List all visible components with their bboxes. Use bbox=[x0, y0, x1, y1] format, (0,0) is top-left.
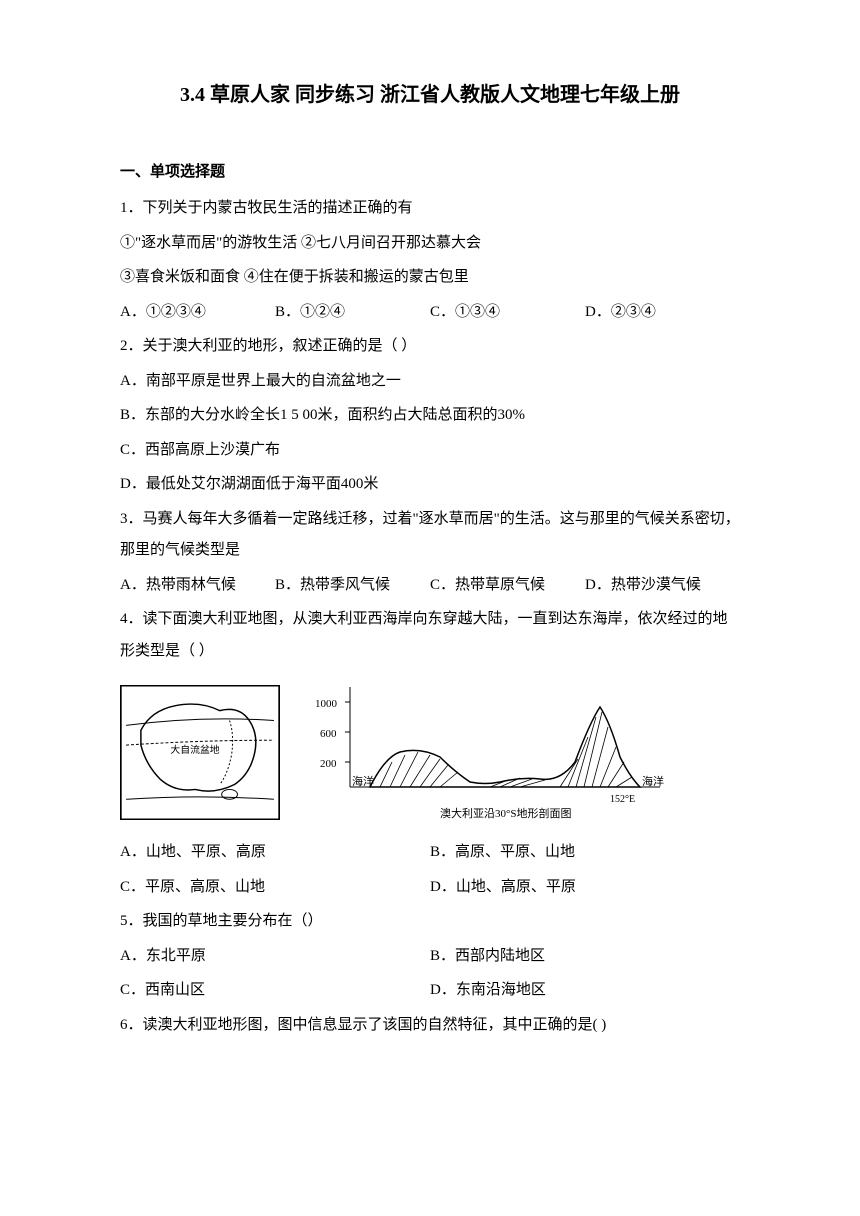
map-label: 大自流盆地 bbox=[170, 742, 219, 755]
ytick-600: 600 bbox=[320, 728, 337, 740]
q5-options-row2: C．西南山区 D．东南沿海地区 bbox=[120, 975, 740, 1007]
longitude-label: 152°E bbox=[610, 794, 635, 805]
ytick-1000: 1000 bbox=[315, 698, 338, 710]
q4-optD: D．山地、高原、平原 bbox=[430, 872, 740, 904]
q4-optB: B．高原、平原、山地 bbox=[430, 837, 740, 869]
q1-options: A．①②③④ B．①②④ C．①③④ D．②③④ bbox=[120, 297, 740, 329]
q3-optA: A．热带雨林气候 bbox=[120, 570, 275, 602]
q1-optA: A．①②③④ bbox=[120, 297, 275, 329]
q2-optD: D．最低处艾尔湖湖面低于海平面400米 bbox=[120, 469, 740, 501]
q3-optC: C．热带草原气候 bbox=[430, 570, 585, 602]
ytick-200: 200 bbox=[320, 758, 337, 770]
q1-optC: C．①③④ bbox=[430, 297, 585, 329]
q2-optC: C．西部高原上沙漠广布 bbox=[120, 435, 740, 467]
q1-line2: ①"逐水草而居"的游牧生活 ②七八月间召开那达慕大会 bbox=[120, 228, 740, 260]
q2-optB: B．东部的大分水岭全长1 5 00米，面积约占大陆总面积的30% bbox=[120, 400, 740, 432]
q2-optA: A．南部平原是世界上最大的自流盆地之一 bbox=[120, 366, 740, 398]
q6-stem: 6．读澳大利亚地形图，图中信息显示了该国的自然特征，其中正确的是( ) bbox=[120, 1010, 740, 1042]
q5-optD: D．东南沿海地区 bbox=[430, 975, 740, 1007]
q1-stem: 1．下列关于内蒙古牧民生活的描述正确的有 bbox=[120, 193, 740, 225]
elevation-profile-chart: 1000 600 200 海洋 海洋 152°E bbox=[310, 677, 670, 827]
sea-right-label: 海洋 bbox=[642, 774, 664, 788]
q5-optB: B．西部内陆地区 bbox=[430, 941, 740, 973]
chart-caption: 澳大利亚沿30°S地形剖面图 bbox=[440, 806, 572, 820]
q1-line3: ③喜食米饭和面食 ④住在便于拆装和搬运的蒙古包里 bbox=[120, 262, 740, 294]
q1-optD: D．②③④ bbox=[585, 297, 740, 329]
q5-optA: A．东北平原 bbox=[120, 941, 430, 973]
q3-optD: D．热带沙漠气候 bbox=[585, 570, 740, 602]
q4-optC: C．平原、高原、山地 bbox=[120, 872, 430, 904]
q3-stem: 3．马赛人每年大多循着一定路线迁移，过着"逐水草而居"的生活。这与那里的气候关系… bbox=[120, 504, 740, 567]
diagram-container: 大自流盆地 1000 600 200 bbox=[120, 677, 740, 827]
sea-left-label: 海洋 bbox=[352, 774, 374, 788]
q4-options-row2: C．平原、高原、山地 D．山地、高原、平原 bbox=[120, 872, 740, 904]
q3-options: A．热带雨林气候 B．热带季风气候 C．热带草原气候 D．热带沙漠气候 bbox=[120, 570, 740, 602]
q4-stem: 4．读下面澳大利亚地图，从澳大利亚西海岸向东穿越大陆，一直到达东海岸，依次经过的… bbox=[120, 604, 740, 667]
q4-optA: A．山地、平原、高原 bbox=[120, 837, 430, 869]
q5-optC: C．西南山区 bbox=[120, 975, 430, 1007]
q3-optB: B．热带季风气候 bbox=[275, 570, 430, 602]
q4-options-row1: A．山地、平原、高原 B．高原、平原、山地 bbox=[120, 837, 740, 869]
q2-stem: 2．关于澳大利亚的地形，叙述正确的是（ ） bbox=[120, 331, 740, 363]
q1-optB: B．①②④ bbox=[275, 297, 430, 329]
q5-options-row1: A．东北平原 B．西部内陆地区 bbox=[120, 941, 740, 973]
q5-stem: 5．我国的草地主要分布在（） bbox=[120, 906, 740, 938]
section-header: 一、单项选择题 bbox=[120, 160, 740, 181]
australia-map-icon: 大自流盆地 bbox=[120, 685, 280, 820]
page-title: 3.4 草原人家 同步练习 浙江省人教版人文地理七年级上册 bbox=[120, 80, 740, 110]
